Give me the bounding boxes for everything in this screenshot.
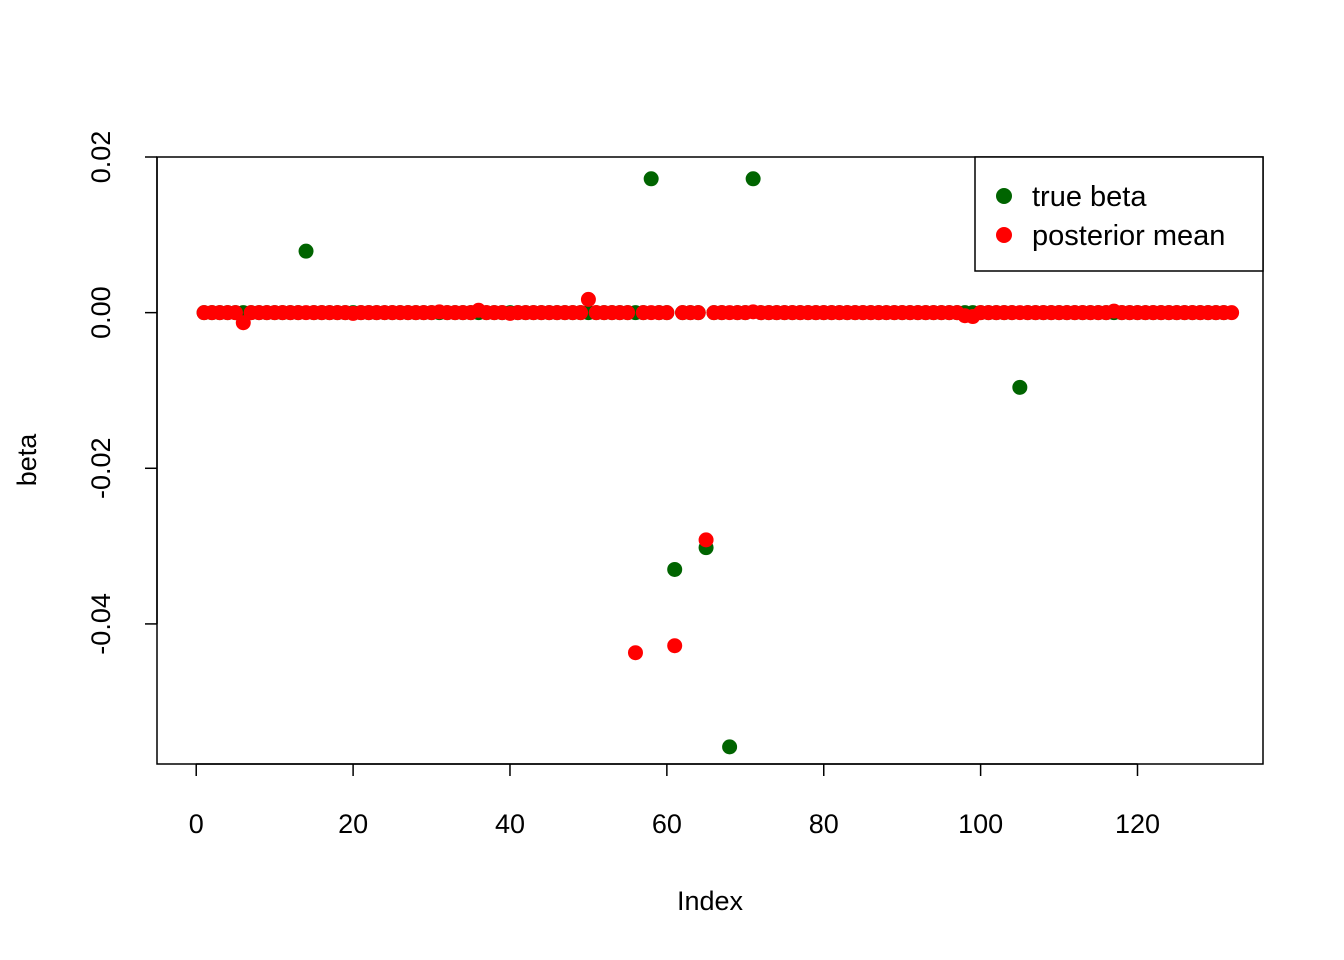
data-point [690, 305, 706, 321]
data-point [745, 171, 761, 187]
series-1 [196, 291, 1240, 661]
y-tick-label: 0.02 [86, 131, 116, 184]
data-points [196, 171, 1240, 755]
legend-label-true-beta: true beta [1032, 181, 1147, 213]
data-point [722, 739, 738, 755]
x-tick-label: 80 [809, 809, 839, 839]
data-point [620, 305, 636, 321]
y-axis-label: beta [12, 433, 42, 487]
legend-box [974, 156, 1264, 272]
data-point [227, 305, 243, 321]
data-point [580, 291, 596, 307]
legend-marker-true-beta [996, 188, 1012, 204]
data-point [298, 243, 314, 259]
x-tick-label: 40 [495, 809, 525, 839]
x-axis-label: Index [677, 886, 744, 916]
data-point [667, 561, 683, 577]
data-point [235, 315, 251, 331]
legend-label-posterior-mean: posterior mean [1032, 220, 1225, 252]
data-point [659, 305, 675, 321]
data-point [1012, 379, 1028, 395]
y-tick-label: -0.02 [86, 438, 116, 500]
data-point [667, 638, 683, 654]
legend: true beta posterior mean [974, 156, 1264, 272]
data-point [573, 305, 589, 321]
x-tick-label: 0 [189, 809, 204, 839]
legend-marker-posterior-mean [996, 227, 1012, 243]
x-tick-label: 60 [652, 809, 682, 839]
data-point [698, 532, 714, 548]
y-tick-label: -0.04 [86, 593, 116, 655]
data-point [627, 645, 643, 661]
x-axis: 0 20 40 60 80 100 120 [189, 763, 1160, 839]
x-tick-label: 100 [958, 809, 1003, 839]
x-tick-label: 120 [1115, 809, 1160, 839]
y-tick-label: 0.00 [86, 286, 116, 339]
data-point [1224, 305, 1240, 321]
data-point [643, 171, 659, 187]
y-axis: -0.04 -0.02 0.00 0.02 [86, 131, 158, 655]
x-tick-label: 20 [338, 809, 368, 839]
